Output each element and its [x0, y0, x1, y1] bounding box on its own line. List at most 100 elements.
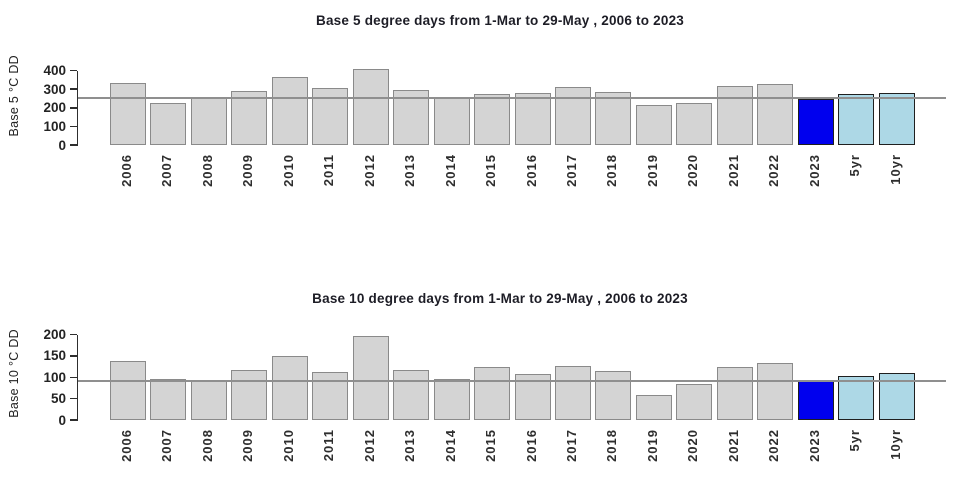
y-tick-label: 200: [43, 100, 66, 116]
x-tick-label: 2016: [523, 429, 539, 462]
bar-2016: [514, 92, 551, 145]
bar-5yr: [838, 375, 875, 420]
y-tick-mark: [70, 355, 77, 357]
y-axis-line: [76, 334, 78, 421]
bar-2009: [231, 90, 268, 145]
bar-2019: [635, 104, 672, 145]
y-tick-label: 100: [43, 369, 66, 385]
y-tick-label: 0: [58, 137, 66, 153]
reference-line: [78, 97, 946, 99]
bar-2023: [797, 380, 834, 420]
y-tick-mark: [70, 144, 77, 146]
bar-2015: [474, 366, 511, 420]
x-tick-label: 2009: [240, 154, 256, 187]
y-tick-mark: [70, 419, 77, 421]
bar-2006: [110, 83, 146, 145]
bar-2015: [474, 94, 511, 145]
x-tick-label: 5yr: [847, 154, 863, 177]
y-axis-line: [76, 70, 78, 146]
y-tick-mark: [70, 69, 77, 72]
x-tick-label: 2011: [321, 429, 337, 462]
x-tick-label: 5yr: [847, 429, 863, 452]
bar-2018: [595, 92, 632, 145]
x-tick-label: 2014: [442, 429, 458, 462]
y-tick-label: 400: [43, 63, 66, 78]
x-tick-label: 2016: [523, 154, 539, 187]
bar-2013: [393, 369, 430, 420]
x-tick-label: 2019: [644, 429, 660, 462]
x-tick-label: 2022: [766, 429, 782, 462]
y-tick-label: 300: [43, 81, 66, 97]
bar-2020: [676, 383, 713, 420]
bar-2021: [716, 367, 753, 420]
bar-2019: [635, 395, 672, 420]
x-tick-label: 2018: [604, 429, 620, 462]
x-tick-label: 2006: [119, 429, 134, 462]
x-tick-label: 2013: [402, 154, 418, 187]
x-tick-label: 2023: [806, 154, 822, 187]
bar-2010: [271, 77, 308, 145]
chart-title-base10: Base 10 degree days from 1-Mar to 29-May…: [312, 291, 688, 306]
y-tick-mark: [70, 333, 77, 336]
x-tick-label: 10yr: [887, 429, 903, 460]
x-tick-label: 2009: [240, 429, 256, 462]
bar-2012: [352, 336, 389, 420]
x-tick-label: 2012: [361, 154, 377, 187]
x-tick-label: 2010: [280, 429, 296, 462]
x-tick-label: 2006: [119, 154, 134, 187]
bar-2013: [393, 89, 430, 145]
bar-2016: [514, 374, 551, 420]
y-tick-label: 150: [43, 348, 66, 364]
y-tick-mark: [70, 125, 77, 128]
x-tick-label: 2017: [563, 429, 579, 462]
y-axis-title-base10: Base 10 °C DD: [7, 329, 21, 418]
bar-2008: [190, 380, 227, 420]
bar-2017: [554, 366, 591, 420]
y-tick-mark: [70, 88, 77, 90]
x-tick-label: 2007: [159, 154, 175, 187]
y-tick-mark: [70, 376, 77, 378]
bar-2008: [190, 96, 227, 145]
reference-line: [78, 380, 946, 382]
y-tick-label: 0: [58, 412, 66, 428]
x-tick-label: 2020: [685, 154, 701, 187]
x-tick-label: 2022: [766, 154, 782, 187]
bar-2014: [433, 378, 470, 420]
bar-2007: [150, 378, 187, 420]
bar-2022: [757, 362, 794, 420]
y-tick-mark: [70, 107, 77, 109]
x-tick-label: 2011: [321, 154, 337, 187]
bar-5yr: [838, 93, 875, 145]
x-tick-label: 2012: [361, 429, 377, 462]
x-tick-label: 2013: [402, 429, 418, 462]
x-tick-label: 2010: [280, 154, 296, 187]
x-tick-label: 2017: [563, 154, 579, 187]
bar-2021: [716, 86, 753, 145]
bar-10yr: [878, 93, 915, 145]
x-tick-label: 2008: [199, 429, 215, 462]
bar-2022: [757, 83, 794, 145]
x-tick-label: 2014: [442, 154, 458, 187]
x-tick-label: 2015: [483, 154, 499, 187]
y-tick-label: 50: [50, 391, 66, 407]
x-tick-label: 10yr: [887, 154, 903, 185]
bar-2020: [676, 102, 713, 145]
x-tick-label: 2020: [685, 429, 701, 462]
bar-2007: [150, 102, 187, 145]
bar-2006: [110, 361, 146, 420]
y-tick-label: 100: [43, 118, 66, 134]
chart-title-base5: Base 5 degree days from 1-Mar to 29-May …: [316, 13, 684, 28]
x-tick-label: 2021: [725, 429, 741, 462]
x-tick-label: 2008: [199, 154, 215, 187]
bar-2014: [433, 98, 470, 145]
bar-2009: [231, 369, 268, 420]
bar-2017: [554, 86, 591, 145]
bar-2010: [271, 355, 308, 420]
bar-2023: [797, 98, 834, 145]
x-tick-label: 2019: [644, 154, 660, 187]
x-tick-label: 2023: [806, 429, 822, 462]
x-tick-label: 2018: [604, 154, 620, 187]
